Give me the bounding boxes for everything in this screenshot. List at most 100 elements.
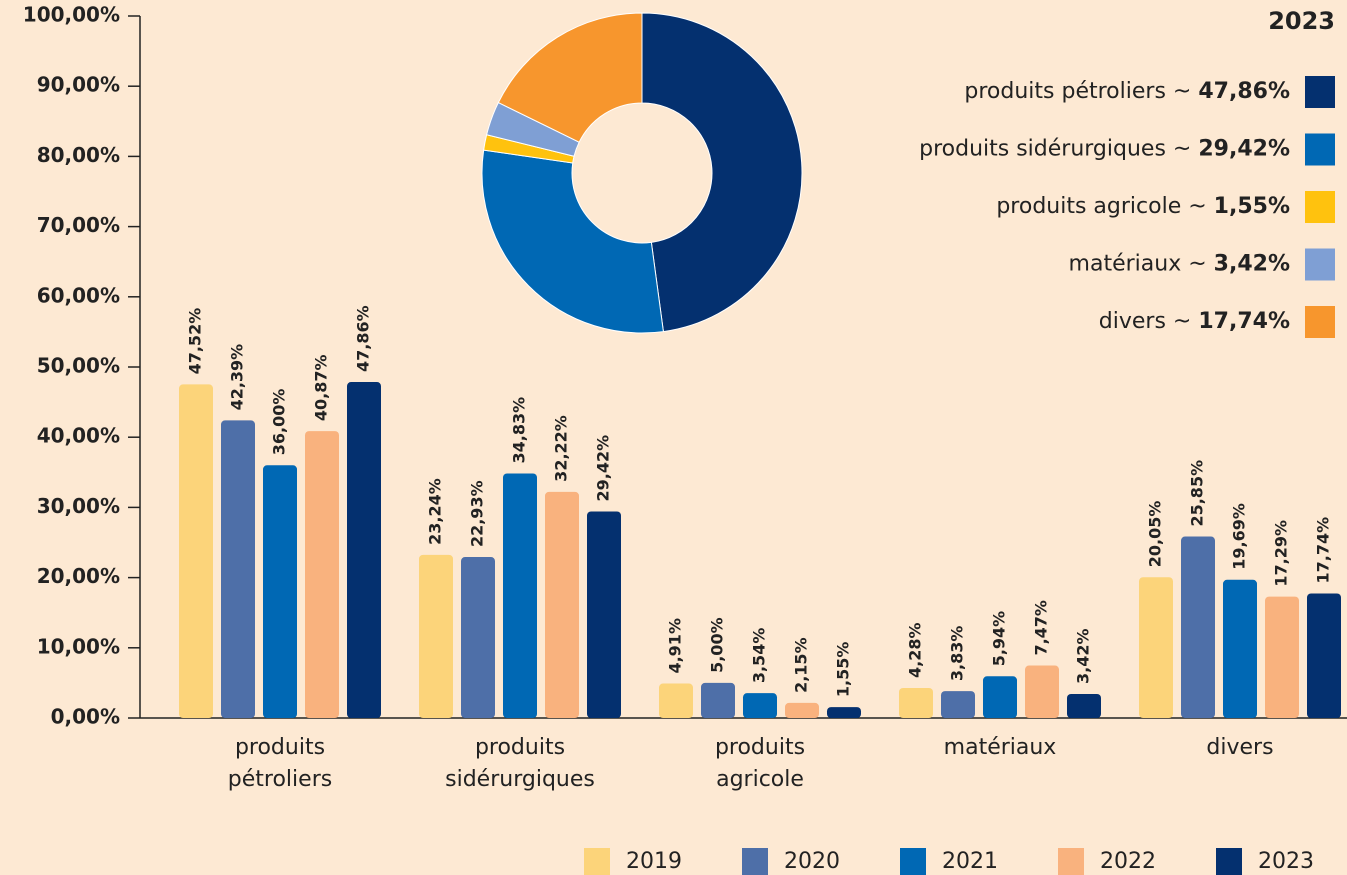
legend-value: 29,42% xyxy=(1198,137,1290,162)
bar xyxy=(899,687,933,718)
value-label: 42,39% xyxy=(228,344,247,411)
value-label: 47,52% xyxy=(186,308,205,375)
legend-label: produits sidérurgiques ~ 29,42% xyxy=(919,137,1290,162)
y-tick-label: 90,00% xyxy=(37,73,120,97)
y-tick-label: 10,00% xyxy=(37,634,120,658)
legend-gap xyxy=(1191,79,1198,104)
value-label: 17,74% xyxy=(1314,517,1333,584)
value-label: 20,05% xyxy=(1146,501,1165,568)
legend-swatch xyxy=(1305,248,1335,281)
legend-label: 2022 xyxy=(1100,849,1156,874)
pie-slice xyxy=(497,12,643,143)
legend-swatch xyxy=(900,848,926,875)
bar xyxy=(1025,665,1059,718)
bar xyxy=(461,557,495,718)
bar xyxy=(347,382,381,718)
legend-category: matériaux xyxy=(1069,252,1182,277)
bar xyxy=(983,676,1017,718)
bar xyxy=(305,431,339,718)
legend-label: 2021 xyxy=(942,849,998,874)
y-tick-label: 50,00% xyxy=(37,354,120,378)
value-label: 4,91% xyxy=(666,618,685,674)
x-tick-label: produits sidérurgiques xyxy=(445,735,595,792)
value-label: 3,42% xyxy=(1074,628,1093,684)
value-label: 19,69% xyxy=(1230,503,1249,570)
y-tick-label: 20,00% xyxy=(37,564,120,588)
legend-category: produits pétroliers xyxy=(964,79,1166,104)
y-tick-label: 70,00% xyxy=(37,213,120,237)
legend-value: 1,55% xyxy=(1214,194,1290,219)
y-tick-label: 80,00% xyxy=(37,143,120,167)
legend-separator: ~ xyxy=(1188,252,1206,277)
legend-separator: ~ xyxy=(1173,309,1191,334)
value-label: 3,54% xyxy=(750,628,769,684)
value-label: 40,87% xyxy=(312,354,331,421)
value-label: 22,93% xyxy=(468,480,487,547)
legend-category: produits agricole xyxy=(996,194,1181,219)
legend-gap xyxy=(1181,252,1188,277)
bar xyxy=(1223,579,1257,718)
bar xyxy=(1067,693,1101,718)
value-label: 5,00% xyxy=(708,617,727,673)
legend-label: 2020 xyxy=(784,849,840,874)
value-label: 7,47% xyxy=(1032,600,1051,656)
legend-label: produits agricole ~ 1,55% xyxy=(996,194,1290,219)
bar xyxy=(419,554,453,718)
legend-gap xyxy=(1181,194,1188,219)
legend-value: 47,86% xyxy=(1198,79,1290,104)
legend-swatch xyxy=(1058,848,1084,875)
value-label: 36,00% xyxy=(270,389,289,456)
value-label: 5,94% xyxy=(990,611,1009,667)
x-tick-label-line: sidérurgiques xyxy=(445,767,595,792)
legend-value: 17,74% xyxy=(1198,309,1290,334)
legend-label: divers ~ 17,74% xyxy=(1099,309,1290,334)
value-label: 25,85% xyxy=(1188,460,1207,527)
bar xyxy=(1265,596,1299,718)
x-tick-label-line: produits xyxy=(235,735,325,760)
x-tick-label-line: divers xyxy=(1206,735,1273,760)
legend-separator: ~ xyxy=(1173,137,1191,162)
value-label: 34,83% xyxy=(510,397,529,464)
bar xyxy=(659,683,693,718)
legend-swatch xyxy=(1216,848,1242,875)
y-tick-label: 30,00% xyxy=(37,494,120,518)
legend-gap xyxy=(1166,137,1173,162)
pie-slice xyxy=(481,149,664,334)
bar xyxy=(1139,577,1173,718)
legend-category: divers xyxy=(1099,309,1166,334)
value-label: 29,42% xyxy=(594,435,613,502)
bar xyxy=(221,420,255,718)
bar xyxy=(263,465,297,718)
legend-swatch xyxy=(742,848,768,875)
value-label: 2,15% xyxy=(792,637,811,693)
x-tick-label-line: produits xyxy=(715,735,805,760)
bar xyxy=(743,693,777,718)
legend-label: matériaux ~ 3,42% xyxy=(1069,252,1290,277)
legend-gap xyxy=(1166,309,1173,334)
x-tick-label: produits pétroliers xyxy=(228,735,332,792)
legend-label: 2019 xyxy=(626,849,682,874)
legend-swatch xyxy=(1305,191,1335,223)
bar xyxy=(587,511,621,718)
legend-separator: ~ xyxy=(1188,194,1206,219)
legend-gap xyxy=(1191,137,1198,162)
value-label: 17,29% xyxy=(1272,520,1291,587)
x-tick-label-line: agricole xyxy=(716,767,804,792)
y-tick-label: 40,00% xyxy=(37,424,120,448)
y-tick-label: 60,00% xyxy=(37,283,120,307)
value-label: 32,22% xyxy=(552,415,571,482)
bar xyxy=(701,682,735,718)
legend-swatch xyxy=(1305,306,1335,338)
pie-title: 2023 xyxy=(1268,7,1335,35)
x-tick-label: produits agricole xyxy=(715,735,805,792)
bar xyxy=(941,691,975,718)
bar xyxy=(827,707,861,718)
value-label: 23,24% xyxy=(426,478,445,545)
pie-slice xyxy=(641,12,803,333)
legend-swatch xyxy=(1305,133,1335,166)
value-label: 4,28% xyxy=(906,622,925,678)
bar xyxy=(1307,593,1341,718)
legend-swatch xyxy=(584,848,610,875)
value-label: 47,86% xyxy=(354,305,373,372)
